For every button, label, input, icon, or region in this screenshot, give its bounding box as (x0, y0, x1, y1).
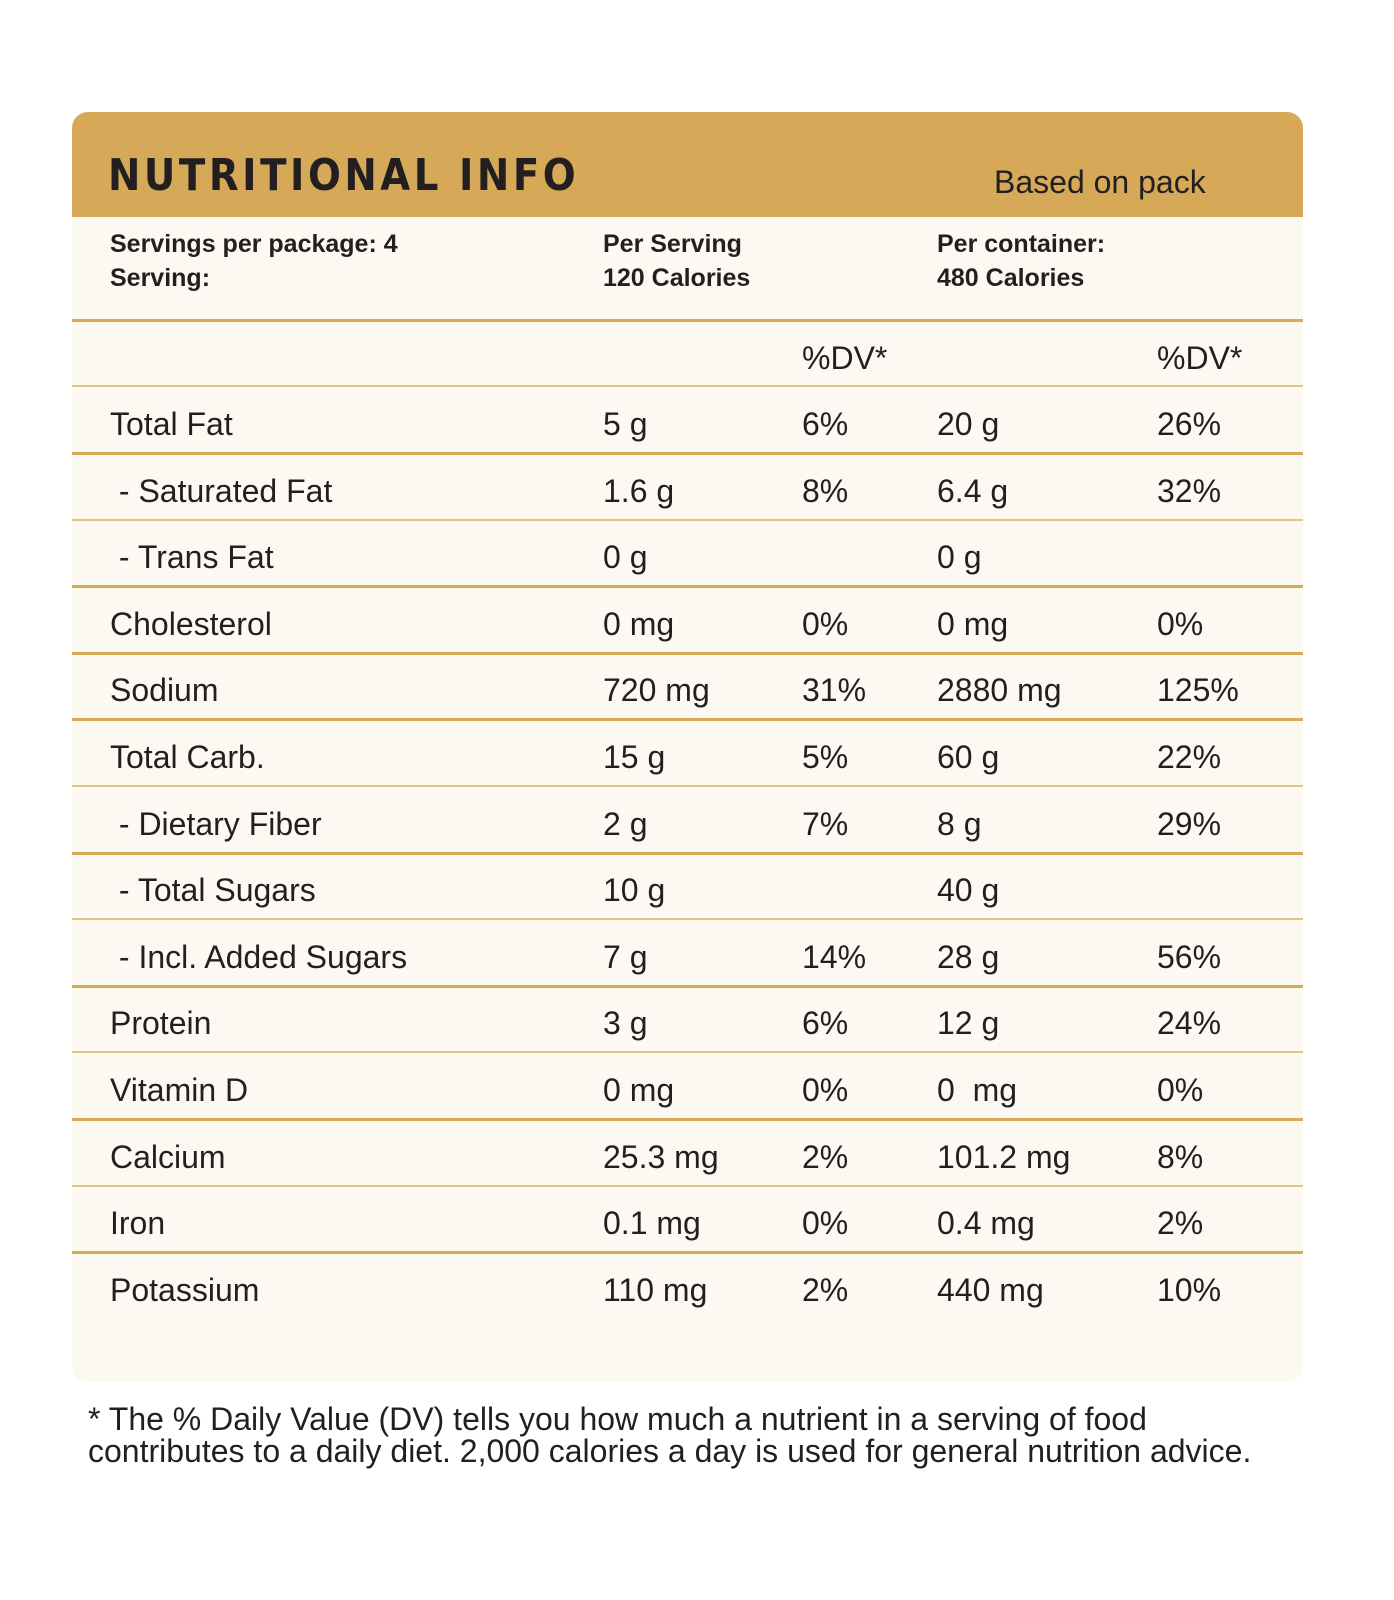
per-container-amount: 6.4 g (937, 472, 1009, 509)
dv-header: %DV* (1157, 340, 1243, 376)
servings: Servings per package: 4 (110, 230, 398, 258)
divider (72, 851, 1303, 855)
divider (72, 1118, 1303, 1121)
per-serving-dv: 0% (802, 1205, 849, 1242)
per-serving-amount: 0 g (603, 539, 648, 576)
nutrient-name: - Incl. Added Sugars (110, 938, 408, 975)
per-container-dv: 0% (1157, 1072, 1204, 1108)
per-serving-calories: 120 Calories (603, 264, 751, 292)
per-container-dv: 2% (1157, 1205, 1204, 1242)
per-serving-amount: 5 g (603, 406, 648, 442)
per-serving-amount: 3 g (603, 1005, 648, 1042)
nutrient-name: Cholesterol (110, 605, 272, 642)
per-serving-amount: 0.1 mg (603, 1205, 701, 1242)
divider (72, 1184, 1303, 1187)
footnote: * The % Daily Value (DV) tells you how m… (88, 1403, 1251, 1467)
per-container-amount: 2880 mg (937, 672, 1062, 709)
per-serving-amount: 10 g (603, 872, 666, 909)
per-serving-dv: 6% (802, 1005, 849, 1042)
nutrient-name: - Dietary Fiber (110, 805, 322, 842)
per-serving-dv: 14% (802, 938, 867, 975)
divider (72, 518, 1303, 521)
footnote-line: contributes to a daily diet. 2,000 calor… (88, 1433, 1252, 1469)
nutrient-name: - Total Sugars (110, 872, 316, 909)
per-container-amount: 0 mg (937, 605, 1009, 642)
per-container-dv: 24% (1157, 1005, 1222, 1042)
per-serving-amount: 110 mg (603, 1271, 708, 1308)
per-container-amount: 0 g (937, 539, 982, 576)
per-serving-amount: 15 g (603, 739, 666, 775)
per-container-amount: 60 g (937, 739, 1000, 775)
per-serving-dv: 2% (802, 1138, 849, 1175)
per-container-amount: 28 g (937, 938, 1000, 975)
per-container-dv: 56% (1157, 938, 1222, 975)
divider (72, 718, 1303, 722)
nutrition-card: NUTRITIONAL INFO Based on pack Servings … (72, 112, 1303, 1382)
nutrient-name: Iron (110, 1205, 166, 1242)
per-serving-dv: 0% (802, 1072, 849, 1108)
dv-header: %DV* (802, 340, 888, 376)
divider (72, 1051, 1303, 1054)
divider (72, 651, 1303, 655)
per-serving-amount: 1.6 g (603, 472, 675, 509)
nutrient-name: - Trans Fat (110, 539, 274, 576)
per-container-dv: 32% (1157, 472, 1222, 509)
divider (72, 319, 1303, 322)
nutrient-name: Total Carb. (110, 739, 265, 775)
per-container-dv: 8% (1157, 1138, 1204, 1175)
per-serving-dv: 5% (802, 739, 849, 775)
divider (72, 918, 1303, 921)
footnote-line: * The % Daily Value (DV) tells you how m… (88, 1401, 1147, 1437)
per-container-amount: 12 g (937, 1005, 1000, 1042)
divider (72, 585, 1303, 589)
nutrient-name: Calcium (110, 1138, 226, 1175)
per-serving-dv: 0% (802, 605, 849, 642)
per-container-amount: 0.4 mg (937, 1205, 1035, 1242)
per-serving-amount: 0 mg (603, 605, 675, 642)
per-serving-amount: 25.3 mg (603, 1138, 719, 1175)
per-container-calories: 480 Calories (937, 264, 1085, 292)
per-serving-dv: 31% (802, 672, 867, 709)
per-serving: Per Serving (603, 230, 742, 258)
per-container-amount: 101.2 mg (937, 1138, 1071, 1175)
per-container-dv: 125% (1157, 672, 1239, 709)
nutrient-name: Vitamin D (110, 1072, 249, 1108)
subtitle: Based on pack (994, 164, 1206, 200)
nutrient-name: Protein (110, 1005, 212, 1042)
header-band: NUTRITIONAL INFO Based on pack (72, 112, 1303, 217)
divider (72, 385, 1303, 387)
per-container-amount: 8 g (937, 805, 982, 842)
per-container-dv: 10% (1157, 1271, 1222, 1308)
per-container-dv: 22% (1157, 739, 1222, 775)
per-serving-dv: 7% (802, 805, 849, 842)
per-container: Per container: (937, 230, 1106, 258)
per-serving-dv: 8% (802, 472, 849, 509)
per-container-dv: 26% (1157, 406, 1222, 442)
per-container-amount: 20 g (937, 406, 1000, 442)
per-container-amount: 40 g (937, 872, 1000, 909)
per-container-dv: 29% (1157, 805, 1222, 842)
per-serving-amount: 0 mg (603, 1072, 675, 1108)
nutrient-name: Potassium (110, 1271, 260, 1308)
per-container-amount: 440 mg (937, 1271, 1044, 1308)
divider (72, 984, 1303, 988)
per-serving-amount: 720 mg (603, 672, 710, 709)
divider (72, 452, 1303, 455)
per-serving-amount: 2 g (603, 805, 648, 842)
per-serving-dv: 2% (802, 1271, 849, 1308)
nutrient-name: - Saturated Fat (110, 472, 333, 509)
nutrient-name: Total Fat (110, 406, 233, 442)
divider (72, 1251, 1303, 1255)
per-container-dv: 0% (1157, 605, 1204, 642)
nutrient-name: Sodium (110, 672, 219, 709)
title: NUTRITIONAL INFO (108, 150, 580, 201)
per-container-amount: 0 mg (937, 1072, 1018, 1108)
serving: Serving: (110, 264, 211, 292)
per-serving-amount: 7 g (603, 938, 648, 975)
divider (72, 785, 1303, 787)
per-serving-dv: 6% (802, 406, 849, 442)
